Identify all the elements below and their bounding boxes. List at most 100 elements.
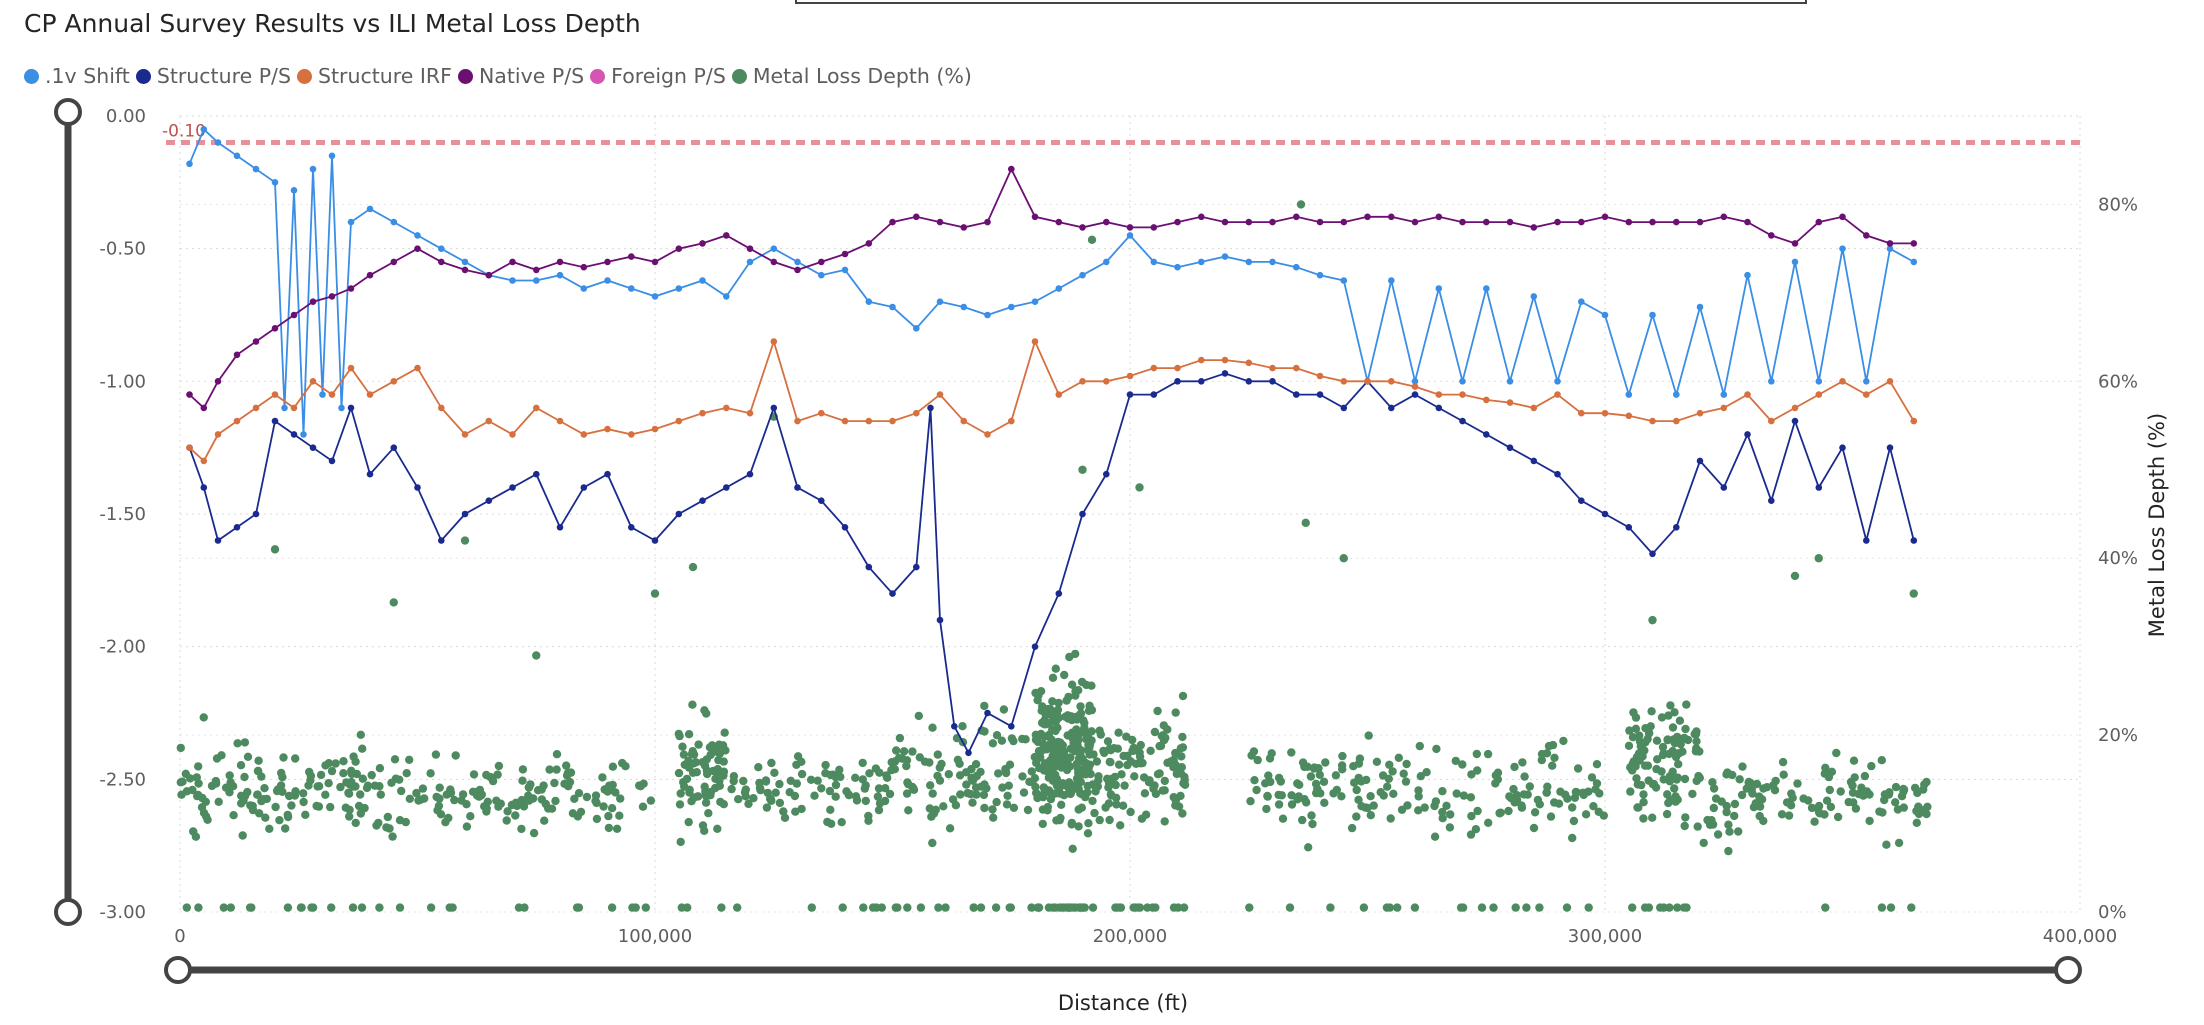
metal-loss-point <box>1546 812 1556 821</box>
metal-loss-point <box>1379 791 1388 800</box>
metal-loss-point <box>1631 724 1641 733</box>
legend-marker-foreign-ps <box>590 68 606 84</box>
legend-item-structure-ps[interactable]: Structure P/S <box>135 64 291 88</box>
metal-loss-point <box>568 809 578 818</box>
metal-loss-point <box>1178 743 1188 752</box>
metal-loss-point <box>727 784 736 794</box>
metal-loss-point <box>1060 670 1069 680</box>
series-point-structure-p-s <box>1198 378 1205 385</box>
series-point-1v-shift <box>233 152 241 160</box>
metal-loss-point <box>1131 903 1140 912</box>
series-point-native-p-s <box>1839 213 1846 221</box>
metal-loss-point <box>682 774 692 784</box>
metal-loss-point <box>1693 822 1702 831</box>
metal-loss-point <box>1179 903 1189 912</box>
metal-loss-point <box>677 903 686 912</box>
metal-loss-point <box>1393 903 1402 912</box>
metal-loss-point <box>1126 757 1136 766</box>
metal-loss-point <box>477 790 486 799</box>
metal-loss-point <box>299 797 308 807</box>
metal-loss-point <box>810 791 819 800</box>
metal-loss-point <box>177 790 186 799</box>
legend-item-structure-irf[interactable]: Structure IRF <box>296 64 452 88</box>
metal-loss-point <box>305 767 314 777</box>
legend-item-native-ps[interactable]: Native P/S <box>457 64 584 88</box>
metal-loss-point <box>1153 706 1162 716</box>
metal-loss-point <box>1713 830 1723 839</box>
metal-loss-point <box>189 827 198 836</box>
series-point-1v-shift <box>252 165 260 173</box>
metal-loss-point <box>1638 752 1647 761</box>
metal-loss-point <box>1332 785 1342 795</box>
legend-item-1v-shift[interactable]: .1v Shift <box>24 64 130 88</box>
metal-loss-point <box>339 769 348 778</box>
metal-loss-point <box>1920 780 1929 789</box>
series-point-structure-p-s <box>290 431 298 438</box>
metal-loss-point <box>1899 803 1909 812</box>
metal-loss-point <box>1126 807 1135 817</box>
metal-loss-point <box>1104 783 1113 792</box>
metal-loss-point <box>1668 723 1678 732</box>
metal-loss-point <box>412 788 421 798</box>
metal-loss-point <box>1068 844 1077 853</box>
metal-loss-point <box>835 765 844 774</box>
metal-loss-point <box>711 783 720 793</box>
metal-loss-point <box>1717 797 1726 806</box>
series-point-1v-shift <box>1673 391 1680 398</box>
metal-loss-point <box>702 709 711 718</box>
series-point-structure-irf <box>746 409 754 417</box>
series-point-structure-irf <box>984 431 991 438</box>
x-range-handle-left[interactable] <box>164 956 192 984</box>
metal-loss-point <box>859 903 868 912</box>
metal-loss-point <box>1414 792 1423 801</box>
series-point-native-p-s <box>818 258 825 266</box>
metal-loss-point <box>1088 796 1097 806</box>
metal-loss-point <box>1090 808 1099 818</box>
series-point-1v-shift <box>1910 258 1918 266</box>
metal-loss-point <box>1584 787 1593 796</box>
metal-loss-point <box>1378 771 1388 780</box>
metal-loss-point <box>1550 753 1559 762</box>
metal-loss-point <box>904 806 913 815</box>
metal-loss-point <box>1071 691 1080 700</box>
metal-loss-point <box>426 769 435 778</box>
series-point-1v-shift <box>960 303 968 311</box>
metal-loss-point <box>1657 767 1666 776</box>
legend-item-metal-loss-depth[interactable]: Metal Loss Depth (%) <box>731 64 972 88</box>
metal-loss-point <box>1160 817 1169 826</box>
metal-loss-point <box>1071 737 1081 746</box>
metal-loss-point <box>1877 903 1887 912</box>
series-point-structure-irf <box>1245 359 1253 367</box>
metal-loss-point <box>261 813 270 822</box>
y-range-handle-bottom[interactable] <box>54 898 82 926</box>
series-point-native-p-s <box>252 338 260 345</box>
metal-loss-point <box>700 826 709 835</box>
metal-loss-point <box>1067 680 1077 689</box>
metal-loss-point <box>1347 823 1357 833</box>
metal-loss-point <box>1535 903 1544 912</box>
metal-loss-point <box>502 816 511 825</box>
y-range-handle-top[interactable] <box>54 98 82 126</box>
y-tick-label: 0.00 <box>106 106 146 127</box>
legend-item-foreign-ps[interactable]: Foreign P/S <box>590 64 726 88</box>
series-point-native-p-s <box>1103 218 1110 226</box>
metal-loss-point <box>608 762 618 771</box>
metal-loss-point <box>1751 799 1760 808</box>
metal-loss-point <box>1304 843 1313 852</box>
metal-loss-point <box>1651 783 1661 792</box>
metal-loss-point <box>1092 757 1102 766</box>
metal-loss-point <box>1680 774 1690 784</box>
metal-loss-point <box>1065 652 1074 662</box>
metal-loss-point <box>988 739 998 748</box>
metal-loss-point <box>1725 827 1734 836</box>
metal-loss-point <box>387 778 396 787</box>
metal-loss-point <box>1080 727 1089 737</box>
x-range-handle-right[interactable] <box>2054 956 2082 984</box>
metal-loss-point <box>212 754 222 763</box>
series-point-structure-irf <box>1744 391 1751 398</box>
metal-loss-point <box>1786 801 1796 810</box>
metal-loss-point <box>405 755 414 764</box>
metal-loss-point <box>1264 771 1273 780</box>
metal-loss-point <box>540 816 549 825</box>
metal-loss-point <box>612 824 622 833</box>
